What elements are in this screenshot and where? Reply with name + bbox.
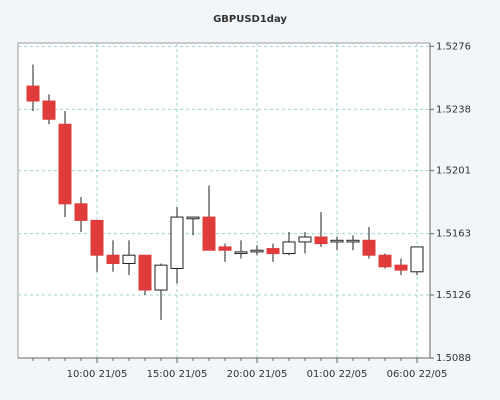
- candle-body: [346, 239, 360, 243]
- y-tick-label: 1.5126: [436, 290, 471, 301]
- candle-body: [410, 246, 424, 273]
- candle-body: [90, 219, 104, 256]
- x-tick-label: 06:00 22/05: [387, 369, 448, 380]
- y-tick-label: 1.5238: [436, 104, 471, 115]
- candle-body: [314, 236, 328, 245]
- candle-body: [106, 254, 120, 264]
- candle-body: [74, 203, 88, 221]
- candle-body: [234, 251, 248, 255]
- chart-title: GBPUSD1day: [213, 14, 287, 25]
- x-tick-label: 15:00 21/05: [147, 369, 208, 380]
- candle-body: [138, 254, 152, 291]
- candle-body: [154, 264, 168, 291]
- candle-body: [282, 241, 296, 255]
- candle-body: [218, 246, 232, 251]
- candle-body: [186, 216, 200, 220]
- candle-body: [378, 254, 392, 268]
- candle-body: [26, 85, 40, 102]
- candle-body: [394, 264, 408, 271]
- candle-body: [266, 248, 280, 255]
- candle-body: [42, 100, 56, 120]
- y-tick-label: 1.5276: [436, 41, 471, 52]
- candle-body: [330, 239, 344, 243]
- candle-body: [250, 249, 264, 253]
- candle-body: [362, 239, 376, 256]
- y-tick-label: 1.5088: [436, 353, 471, 364]
- plot-area: [17, 42, 431, 359]
- candle-body: [58, 123, 72, 205]
- y-tick-label: 1.5201: [436, 166, 471, 177]
- candle-body: [202, 216, 216, 251]
- x-tick-label: 20:00 21/05: [227, 369, 288, 380]
- x-tick-label: 01:00 22/05: [307, 369, 368, 380]
- y-tick-label: 1.5163: [436, 229, 471, 240]
- candle-body: [298, 236, 312, 243]
- candle-body: [122, 254, 136, 264]
- x-tick-label: 10:00 21/05: [67, 369, 128, 380]
- candle-body: [170, 216, 184, 269]
